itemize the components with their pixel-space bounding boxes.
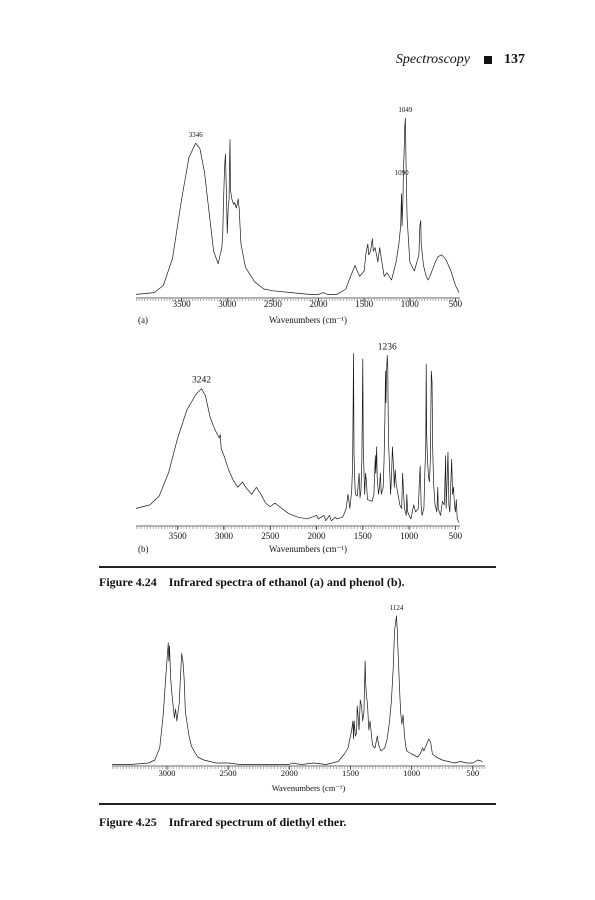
x-axis-label: Wavenumbers (cm⁻¹) — [272, 783, 346, 793]
figure-4-25-label: Figure 4.25 — [99, 815, 157, 829]
square-bullet-icon — [484, 56, 492, 64]
figure-4-25-text: Infrared spectrum of diethyl ether. — [168, 815, 347, 829]
x-tick-label: 2500 — [220, 768, 237, 778]
figure-4-24-text: Infrared spectra of ethanol (a) and phen… — [168, 575, 405, 589]
peak-label: 1124 — [390, 604, 404, 612]
x-tick-label: 500 — [449, 299, 463, 309]
x-tick-label: 1000 — [403, 768, 420, 778]
peak-label: 3346 — [189, 131, 204, 139]
spectrum-line — [135, 117, 460, 295]
running-head-title: Spectroscopy — [395, 52, 470, 67]
panel-label: (a) — [138, 315, 148, 325]
x-tick-label: 3500 — [173, 299, 192, 309]
peak-label: 3242 — [192, 376, 211, 386]
x-tick-label: 1500 — [355, 299, 374, 309]
x-tick-label: 500 — [449, 531, 463, 541]
diethyl-ether-ir-spectrum: 3000 2500 2000 1500 1000 500 Wavenumbers (cm⁻¹… — [112, 604, 485, 793]
x-tick-label: 3000 — [159, 768, 176, 778]
x-tick-label: 1500 — [354, 531, 373, 541]
x-axis-label: Wavenumbers (cm⁻¹) — [269, 544, 347, 554]
x-tick-label: 2000 — [281, 768, 298, 778]
x-tick-label: 500 — [466, 768, 479, 778]
x-tick-label: 2500 — [264, 299, 283, 309]
x-tick-label: 2000 — [310, 299, 329, 309]
caption-rule-top-4-24 — [99, 566, 496, 568]
figure-4-24-label: Figure 4.24 — [99, 575, 157, 589]
x-tick-label: 3000 — [218, 299, 237, 309]
page-number: 137 — [504, 52, 525, 67]
x-tick-label: 1000 — [401, 299, 420, 309]
running-head: Spectroscopy 137 — [396, 52, 525, 68]
x-tick-label: 1000 — [400, 531, 419, 541]
panel-label: (b) — [138, 544, 149, 554]
x-tick-label: 2000 — [308, 531, 327, 541]
phenol-ir-spectrum: 3500 3000 2500 2000 1500 1000 500 Wavenumbers (… — [135, 342, 463, 554]
ethanol-ir-spectrum: 3500 3000 2500 2000 1500 1000 500 Wavenumbers (… — [135, 106, 463, 325]
x-tick-label: 3500 — [169, 531, 188, 541]
spectrum-line — [135, 353, 460, 523]
figure-4-25-caption: Figure 4.25 Infrared spectrum of diethyl … — [99, 815, 346, 830]
spectrum-line — [112, 615, 483, 765]
x-axis-label: Wavenumbers (cm⁻¹) — [269, 315, 347, 325]
x-tick-label: 1500 — [342, 768, 359, 778]
peak-label: 1090 — [395, 169, 410, 177]
caption-rule-top-4-25 — [99, 803, 496, 805]
x-tick-label: 2500 — [261, 531, 280, 541]
x-tick-label: 3000 — [215, 531, 234, 541]
figure-4-24-caption: Figure 4.24 Infrared spectra of ethanol (… — [99, 575, 405, 590]
peak-label: 1236 — [378, 342, 397, 352]
peak-label: 1049 — [398, 106, 413, 114]
